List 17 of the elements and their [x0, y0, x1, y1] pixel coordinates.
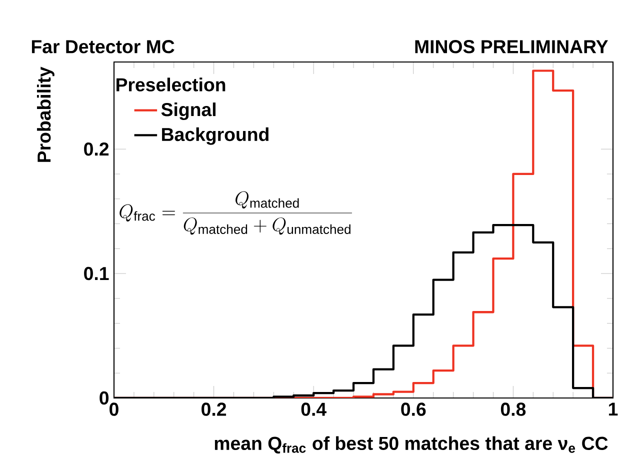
x-tick-label: 0.2: [202, 402, 226, 416]
text: MINOS PRELIMINARY: [415, 40, 608, 54]
x-tick-label: 0: [110, 402, 118, 416]
legend-label: Background: [162, 127, 268, 145]
x-tick-label: 0.8: [500, 402, 526, 416]
x-tick-label: 1: [608, 402, 618, 416]
y-axis-title: Probability: [37, 66, 54, 162]
x-tick-label: 0.6: [401, 402, 426, 416]
legend-label: Signal: [161, 102, 216, 120]
y-tick-label: 0.1: [84, 266, 109, 280]
y-tick-label: 0: [100, 391, 109, 405]
y-tick-label: 0.2: [84, 142, 109, 156]
legend-title: Preselection: [116, 78, 226, 92]
annotation: $Q_{\mathrm{frac}}=\frac{Q_{\mathrm{matched}}}{Q_{\mathrm{matched}}+Q_{\mathrm{unmatched}}}$: [120, 191, 352, 235]
chart-title: Far Detector MC: [32, 40, 174, 54]
x-tick-label: 0.4: [301, 402, 326, 416]
x-axis-title: mean Q$_{frac}$ of best 50 matches that are ν$_{e}$ CC: [214, 436, 608, 454]
